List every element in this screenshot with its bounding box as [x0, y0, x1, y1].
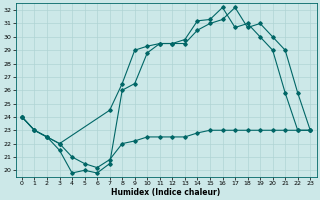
X-axis label: Humidex (Indice chaleur): Humidex (Indice chaleur) [111, 188, 221, 197]
